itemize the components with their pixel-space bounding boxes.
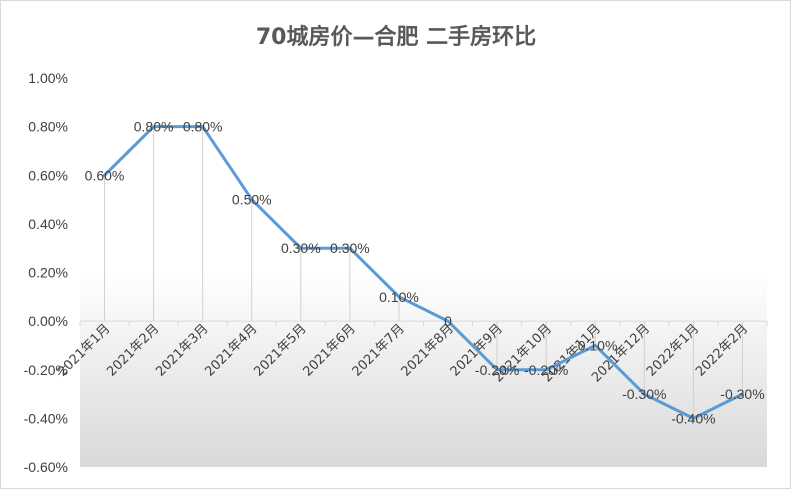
data-label: -0.30% — [622, 386, 666, 402]
y-tick-label: 1.00% — [28, 70, 68, 86]
data-label: 0 — [444, 313, 452, 329]
data-label: -0.30% — [720, 386, 764, 402]
data-label: 0.10% — [379, 289, 419, 305]
data-label: 0.60% — [85, 167, 125, 183]
data-label: -0.20% — [475, 362, 519, 378]
y-tick-label: 0.20% — [28, 265, 68, 281]
data-label: -0.10% — [573, 337, 617, 353]
data-label: 0.30% — [330, 240, 370, 256]
y-tick-label: 0.60% — [28, 167, 68, 183]
y-tick-label: -0.40% — [24, 410, 68, 426]
data-label: -0.20% — [524, 362, 568, 378]
series-line — [103, 125, 744, 420]
data-label: 0.30% — [281, 240, 321, 256]
data-label: 0.80% — [183, 119, 223, 135]
data-label: -0.40% — [671, 410, 715, 426]
y-tick-label: -0.20% — [24, 362, 68, 378]
y-tick-label: 0.80% — [28, 119, 68, 135]
drop-lines — [104, 126, 743, 419]
y-axis: 1.00% 0.80% 0.60% 0.40% 0.20% 0.00% -0.20% -0.4… — [24, 70, 68, 475]
data-label: 0.80% — [134, 119, 174, 135]
y-tick-label: -0.60% — [24, 459, 68, 475]
data-label: 0.50% — [232, 192, 272, 208]
y-tick-label: 0.40% — [28, 216, 68, 232]
chart-title: 70城房价—合肥 二手房环比 — [256, 24, 536, 50]
y-tick-label: 0.00% — [28, 313, 68, 329]
plot-area — [80, 78, 767, 467]
data-labels: 0.60% 0.80% 0.80% 0.50% 0.30% 0.30% 0.10% 0 -0.2… — [85, 119, 765, 427]
